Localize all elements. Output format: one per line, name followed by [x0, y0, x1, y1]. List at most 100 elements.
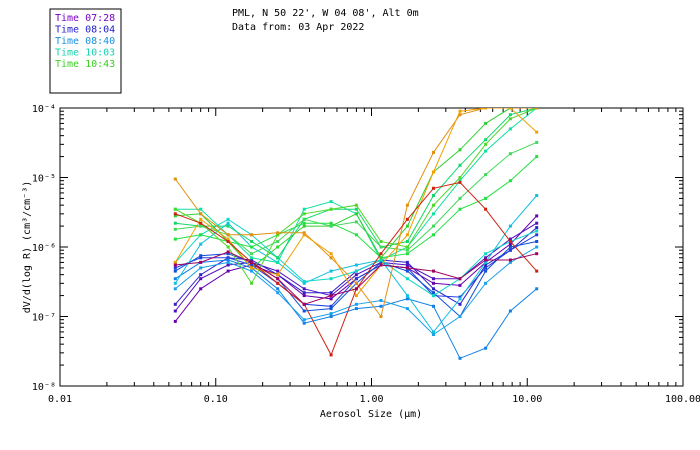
- data-point: [199, 287, 203, 291]
- data-point: [226, 217, 230, 221]
- data-point: [508, 242, 512, 246]
- data-point: [458, 356, 462, 360]
- data-point: [250, 266, 254, 270]
- data-point: [432, 186, 435, 190]
- data-point: [302, 302, 306, 306]
- data-point: [354, 263, 358, 267]
- data-point: [250, 263, 254, 267]
- data-point: [508, 179, 512, 183]
- data-point: [302, 309, 306, 313]
- y-tick-label: 10⁻⁵: [32, 174, 56, 185]
- legend-box: [49, 8, 122, 94]
- data-point: [354, 273, 358, 277]
- data-point: [535, 287, 539, 291]
- data-point: [432, 212, 435, 216]
- data-point: [535, 229, 539, 233]
- data-point: [329, 297, 333, 301]
- data-point: [484, 196, 488, 200]
- data-point: [484, 269, 488, 273]
- data-point: [379, 299, 383, 302]
- x-tick-label: 100.00: [665, 394, 700, 405]
- data-point: [302, 318, 306, 322]
- data-point: [276, 277, 280, 281]
- data-point: [226, 224, 230, 228]
- data-point: [354, 281, 358, 285]
- data-point: [405, 248, 409, 252]
- data-point: [484, 260, 488, 264]
- legend-entry: Time 10:43: [55, 59, 115, 70]
- data-point: [508, 224, 512, 228]
- data-point: [199, 224, 203, 228]
- data-point: [458, 297, 462, 301]
- data-point: [302, 207, 306, 211]
- data-point: [173, 237, 177, 241]
- legend-entry: Time 08:40: [55, 36, 115, 47]
- data-point: [250, 256, 254, 260]
- data-point: [226, 237, 230, 241]
- data-point: [226, 252, 230, 256]
- data-point: [458, 207, 462, 211]
- data-point: [226, 221, 230, 225]
- data-point: [535, 108, 539, 110]
- data-point: [199, 277, 203, 281]
- data-point: [173, 263, 177, 267]
- y-tick-label: 10⁻⁷: [32, 313, 56, 324]
- x-tick-label: 10.00: [512, 394, 542, 405]
- y-tick-label: 10⁻⁸: [32, 382, 56, 393]
- data-point: [484, 346, 488, 350]
- data-point: [250, 233, 254, 237]
- data-point: [405, 297, 409, 301]
- y-tick-label: 10⁻⁶: [32, 243, 56, 254]
- data-point: [379, 263, 383, 267]
- data-point: [250, 245, 254, 249]
- data-point: [535, 155, 539, 159]
- data-point: [276, 281, 280, 285]
- data-point: [329, 221, 333, 225]
- data-point: [379, 240, 383, 243]
- data-point: [226, 260, 230, 264]
- data-point: [302, 212, 306, 216]
- data-point: [535, 240, 539, 243]
- data-point: [535, 245, 539, 249]
- data-point: [432, 150, 435, 154]
- data-point: [535, 252, 539, 256]
- data-point: [173, 214, 177, 218]
- data-point: [535, 194, 539, 197]
- data-point: [458, 283, 462, 287]
- data-point: [226, 240, 230, 243]
- data-point: [508, 309, 512, 313]
- data-point: [329, 224, 333, 228]
- data-point: [276, 233, 280, 237]
- data-point: [535, 269, 539, 273]
- data-point: [405, 277, 409, 281]
- data-point: [250, 252, 254, 256]
- data-point: [329, 269, 333, 273]
- data-point: [173, 269, 177, 273]
- data-point: [508, 240, 512, 243]
- series-layer: [173, 108, 539, 360]
- series-line: [175, 108, 537, 269]
- data-point: [199, 242, 203, 246]
- data-point: [199, 266, 203, 270]
- data-point: [173, 287, 177, 291]
- data-point: [405, 269, 409, 273]
- data-point: [432, 233, 435, 237]
- data-point: [329, 207, 333, 211]
- data-point: [458, 196, 462, 200]
- data-point: [329, 353, 333, 357]
- data-point: [250, 258, 254, 262]
- data-point: [173, 277, 177, 281]
- data-point: [302, 287, 306, 291]
- data-point: [405, 307, 409, 311]
- data-point: [173, 260, 177, 264]
- data-point: [354, 212, 358, 216]
- data-point: [302, 321, 306, 325]
- data-point: [354, 220, 358, 224]
- data-point: [535, 140, 539, 144]
- data-point: [458, 180, 462, 184]
- data-point: [354, 277, 358, 281]
- data-point: [432, 269, 435, 273]
- data-point: [379, 256, 383, 260]
- data-point: [276, 256, 280, 260]
- data-point: [405, 294, 409, 298]
